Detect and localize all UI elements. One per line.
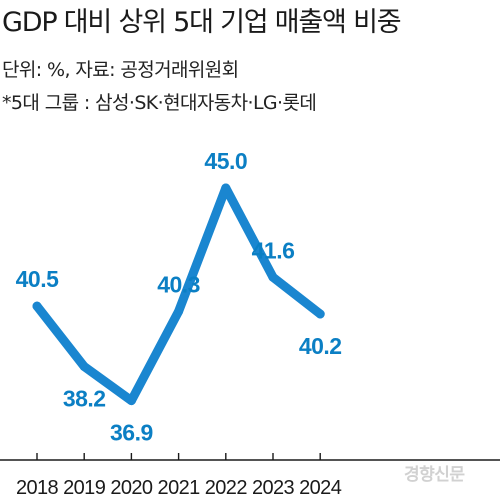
data-point xyxy=(79,362,89,371)
data-label: 45.0 xyxy=(204,148,247,174)
data-point xyxy=(32,301,42,311)
x-tick-label: 2019 xyxy=(63,477,106,499)
groups-note: *5대 그룹 : 삼성·SK·현대자동차·LG·롯데 xyxy=(2,92,317,114)
data-point xyxy=(315,309,325,319)
data-label: 40.2 xyxy=(299,333,342,359)
x-tick-label: 2022 xyxy=(205,477,248,499)
x-tick-label: 2018 xyxy=(16,477,59,499)
x-tick-label: 2021 xyxy=(158,477,201,499)
data-label: 40.5 xyxy=(16,266,59,292)
data-point xyxy=(221,183,231,193)
chart-title: GDP 대비 상위 5대 기업 매출액 비중 xyxy=(2,7,402,38)
data-label: 36.9 xyxy=(110,420,153,446)
data-point xyxy=(268,272,278,282)
x-tick-label: 2023 xyxy=(252,477,295,499)
x-tick-label: 2024 xyxy=(299,477,342,499)
publisher-watermark: 경향신문 xyxy=(404,465,465,485)
data-point xyxy=(126,396,136,406)
data-label: 41.6 xyxy=(252,237,295,263)
unit-source-note: 단위: %, 자료: 공정거래위원회 xyxy=(2,59,239,81)
data-label: 38.2 xyxy=(63,386,106,412)
data-label: 40.3 xyxy=(157,271,200,297)
data-point xyxy=(174,306,184,316)
x-tick-label: 2020 xyxy=(110,477,153,499)
